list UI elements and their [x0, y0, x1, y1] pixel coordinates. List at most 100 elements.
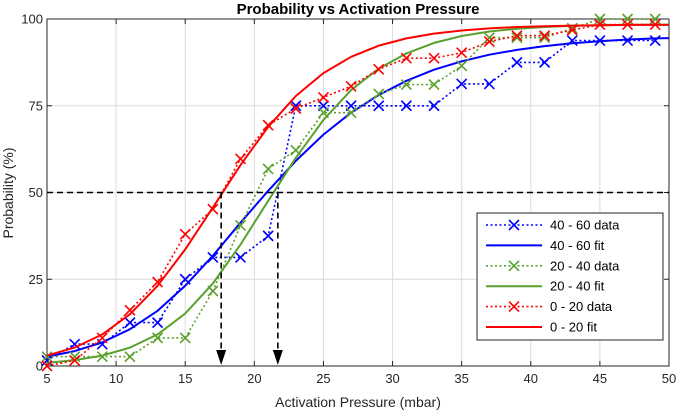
y-tick-label: 100: [21, 12, 43, 27]
chart-title: Probability vs Activation Pressure: [237, 1, 480, 18]
marker-stroke: [400, 52, 412, 64]
legend-marker: [508, 301, 520, 313]
arrow-head: [272, 350, 283, 365]
data-point: [400, 100, 412, 112]
data-point: [539, 30, 551, 42]
data-point: [179, 332, 191, 344]
x-axis-title: Activation Pressure (mbar): [275, 394, 441, 410]
data-point: [317, 91, 330, 103]
marker-stroke: [428, 100, 440, 112]
data-point: [456, 60, 468, 72]
marker-stroke: [511, 32, 523, 44]
legend-label: 40 - 60 fit: [550, 238, 605, 253]
legend-entry: 20 - 40 data: [486, 258, 620, 273]
marker-stroke: [234, 219, 247, 232]
data-point: [373, 88, 385, 100]
legend-label: 20 - 40 data: [550, 258, 620, 273]
data-point: [511, 30, 523, 42]
data-point: [152, 317, 164, 329]
marker-stroke: [234, 153, 247, 165]
data-point: [96, 332, 108, 344]
marker-stroke: [207, 285, 219, 297]
marker-stroke: [152, 276, 164, 288]
data-point: [539, 56, 551, 68]
data-point: [400, 79, 412, 91]
y-tick-label: 75: [29, 98, 43, 113]
x-tick-label: 10: [109, 371, 123, 386]
data-point: [511, 56, 523, 68]
x-tick-label: 35: [454, 371, 468, 386]
marker-stroke: [373, 100, 385, 112]
marker-stroke: [262, 163, 274, 175]
data-point: [483, 78, 495, 90]
data-point: [124, 304, 136, 316]
legend-entry: 20 - 40 fit: [486, 279, 605, 294]
marker-stroke: [373, 63, 385, 75]
legend-entry: 0 - 20 data: [486, 299, 613, 314]
data-point: [373, 100, 385, 112]
x-tick-label: 15: [178, 371, 192, 386]
x-tick-label: 5: [43, 371, 50, 386]
marker-stroke: [539, 56, 551, 68]
marker-stroke: [400, 79, 412, 91]
marker-stroke: [69, 338, 81, 350]
marker-stroke: [262, 230, 274, 242]
marker-stroke: [69, 354, 81, 367]
series-layer: [41, 13, 670, 372]
marker-stroke: [649, 34, 661, 47]
legend-entry: 0 - 20 fit: [486, 320, 597, 335]
x-tick-label: 45: [593, 371, 607, 386]
marker-stroke: [483, 78, 495, 90]
marker-stroke: [152, 317, 164, 329]
data-point: [179, 228, 191, 240]
marker-stroke: [96, 351, 108, 363]
marker-stroke: [152, 332, 164, 344]
marker-stroke: [234, 251, 247, 263]
data-point: [400, 52, 412, 64]
marker-stroke: [179, 273, 191, 285]
data-point: [69, 354, 81, 367]
x-tick-label: 20: [247, 371, 261, 386]
data-point: [290, 102, 302, 115]
data-point: [234, 219, 247, 232]
y-tick-label: 25: [29, 272, 43, 287]
data-point: [456, 78, 468, 90]
data-point: [41, 360, 53, 372]
fit-line: [46, 23, 669, 357]
marker-stroke: [124, 351, 136, 363]
marker-stroke: [456, 78, 468, 90]
data-point: [428, 52, 440, 64]
series-0-20-data: [41, 18, 661, 372]
marker-stroke: [456, 60, 468, 72]
series-0-20-fit: [46, 23, 669, 357]
data-point: [511, 32, 523, 44]
legend-entry: 40 - 60 data: [486, 218, 620, 233]
marker-stroke: [508, 219, 520, 231]
data-point: [566, 24, 578, 36]
data-point: [428, 100, 440, 112]
marker-stroke: [621, 34, 634, 47]
marker-stroke: [124, 317, 136, 329]
marker-stroke: [179, 332, 191, 344]
marker-stroke: [483, 35, 495, 48]
data-point: [373, 63, 385, 75]
legend-marker: [508, 219, 520, 231]
y-axis-title: Probability (%): [0, 147, 16, 238]
data-point: [124, 351, 136, 363]
data-point: [428, 79, 440, 91]
marker-stroke: [483, 32, 495, 44]
marker-stroke: [400, 100, 412, 112]
down-arrow: [216, 192, 227, 365]
marker-stroke: [373, 88, 385, 100]
down-arrow: [272, 192, 283, 365]
data-point: [262, 230, 274, 242]
data-point: [152, 332, 164, 344]
data-line: [47, 18, 656, 358]
marker-stroke: [508, 301, 520, 313]
legend-label: 0 - 20 data: [550, 299, 613, 314]
data-point: [290, 100, 302, 112]
marker-stroke: [456, 47, 468, 59]
data-point: [41, 351, 53, 363]
arrow-head: [216, 350, 227, 365]
